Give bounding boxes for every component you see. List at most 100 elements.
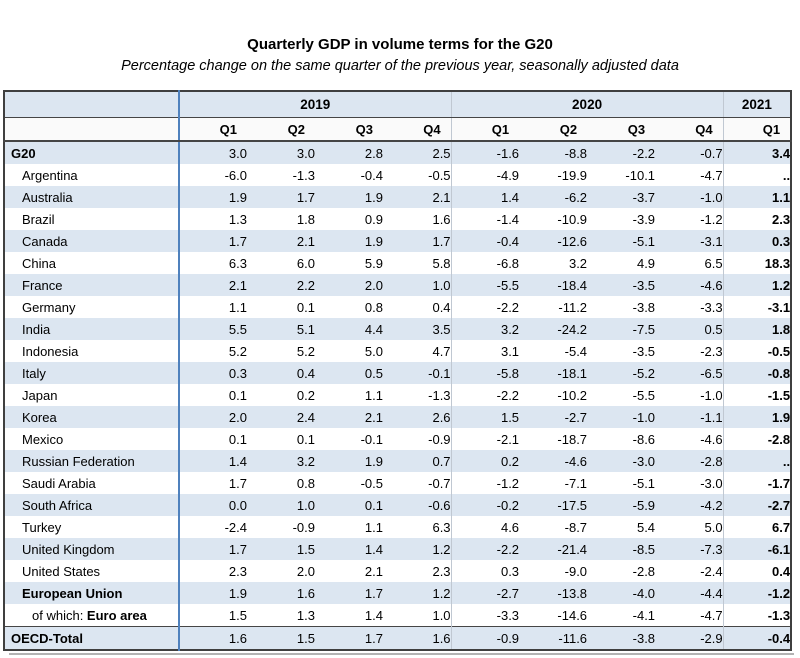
gdp-value: -2.8 [587, 560, 656, 582]
gdp-value: .. [722, 450, 792, 472]
gdp-value: 1.1 [178, 296, 247, 318]
gdp-value: 0.8 [247, 472, 315, 494]
gdp-value: 1.5 [247, 538, 315, 560]
gdp-value: 1.4 [178, 450, 247, 472]
gdp-value: -5.5 [450, 274, 520, 296]
table-row: European Union 1.9 1.6 1.7 1.2 -2.7 -13.8 -4.0-… [4, 582, 792, 604]
gdp-value: 1.9 [178, 186, 247, 208]
table-row: Mexico 0.1 0.1 -0.1 -0.9 -2.1 -18.7 -8.6 -4.6 -2.… [4, 428, 792, 450]
gdp-value: -2.2 [587, 141, 656, 164]
gdp-value: -8.7 [519, 516, 588, 538]
row-label: India [4, 318, 179, 340]
gdp-value: -0.5 [722, 340, 792, 362]
gdp-value: -18.7 [519, 428, 588, 450]
table-row: Russian Federation 1.4 3.2 1.9 0.7 0.2 -4.6 -3.… [4, 450, 792, 472]
gdp-value: -13.8 [519, 582, 588, 604]
gdp-value: 4.7 [383, 340, 452, 362]
table-row: South Africa 0.0 1.0 0.1 -0.6 -0.2 -17.5 -5.9 -4… [4, 494, 792, 516]
gdp-value: 2.3 [383, 560, 452, 582]
row-label: OECD-Total [4, 626, 179, 650]
table-row: Germany 1.1 0.1 0.8 0.4 -2.2 -11.2 -3.8 -3.3 -3.1 [4, 296, 792, 318]
gdp-value: -5.2 [587, 362, 656, 384]
row-label: of which: Euro area [4, 604, 179, 627]
gdp-value: -9.0 [519, 560, 588, 582]
gdp-value: 1.7 [383, 230, 452, 252]
gdp-value: -0.9 [383, 428, 452, 450]
gdp-value: -0.9 [450, 626, 520, 650]
gdp-value: 0.1 [247, 296, 315, 318]
row-label: Saudi Arabia [4, 472, 179, 494]
row-label: Australia [4, 186, 179, 208]
gdp-value: -3.3 [450, 604, 520, 627]
gdp-value: -11.6 [519, 626, 588, 650]
gdp-value: -19.9 [519, 164, 588, 186]
gdp-value: 0.5 [655, 318, 724, 340]
gdp-value: 0.4 [722, 560, 792, 582]
gdp-value: 1.7 [315, 626, 383, 650]
gdp-value: -6.8 [450, 252, 520, 274]
gdp-value: 3.2 [519, 252, 588, 274]
gdp-value: 0.5 [315, 362, 383, 384]
gdp-value: 1.7 [178, 230, 247, 252]
table-row: Indonesia 5.2 5.2 5.0 4.7 3.1 -5.4 -3.5 -2.3 -0.5 [4, 340, 792, 362]
row-label: European Union [4, 582, 179, 604]
gdp-value: 5.2 [178, 340, 247, 362]
gdp-value: -2.2 [450, 384, 520, 406]
year-header: 2020 [450, 91, 724, 118]
gdp-value: -1.3 [722, 604, 792, 627]
gdp-value: -5.8 [450, 362, 520, 384]
gdp-value: -0.1 [315, 428, 383, 450]
gdp-value: 0.3 [450, 560, 520, 582]
gdp-value: 1.6 [383, 626, 452, 650]
table-row: OECD-Total 1.6 1.5 1.7 1.6 -0.9 -11.6 -3.8 -2.9-… [4, 626, 792, 650]
row-label: France [4, 274, 179, 296]
gdp-value: 5.5 [178, 318, 247, 340]
row-label: Mexico [4, 428, 179, 450]
gdp-value: -0.8 [722, 362, 792, 384]
gdp-value: -8.6 [587, 428, 656, 450]
quarter-header: Q1 [450, 117, 520, 142]
row-label: Indonesia [4, 340, 179, 362]
gdp-value: 0.1 [178, 384, 247, 406]
gdp-value: 2.1 [247, 230, 315, 252]
gdp-value: -6.2 [519, 186, 588, 208]
gdp-value: -0.9 [247, 516, 315, 538]
gdp-value: -1.3 [247, 164, 315, 186]
gdp-value: -0.2 [450, 494, 520, 516]
gdp-value: 2.0 [315, 274, 383, 296]
gdp-value: -1.1 [655, 406, 724, 428]
row-label: United Kingdom [4, 538, 179, 560]
gdp-value: 2.1 [315, 560, 383, 582]
gdp-value: -4.6 [655, 428, 724, 450]
gdp-value: 0.4 [247, 362, 315, 384]
gdp-value: -10.9 [519, 208, 588, 230]
gdp-value: 2.6 [383, 406, 452, 428]
row-label: Korea [4, 406, 179, 428]
table-row: France 2.1 2.2 2.0 1.0 -5.5 -18.4 -3.5 -4.6 1.2 [4, 274, 792, 296]
gdp-value: -10.1 [587, 164, 656, 186]
gdp-value: -7.3 [655, 538, 724, 560]
gdp-value: -3.1 [655, 230, 724, 252]
gdp-value: 1.6 [178, 626, 247, 650]
gdp-value: -2.2 [450, 296, 520, 318]
gdp-value: -0.7 [383, 472, 452, 494]
quarter-header: Q2 [247, 117, 315, 142]
gdp-value: -2.8 [722, 428, 792, 450]
gdp-value: 1.7 [178, 538, 247, 560]
gdp-value: -3.0 [587, 450, 656, 472]
gdp-value: -2.7 [450, 582, 520, 604]
gdp-value: 0.0 [178, 494, 247, 516]
table-row: Australia 1.9 1.7 1.9 2.1 1.4 -6.2 -3.7 -1.0 1.1 [4, 186, 792, 208]
corner-cell [4, 91, 179, 118]
gdp-value: 1.7 [315, 582, 383, 604]
gdp-value: 0.4 [383, 296, 452, 318]
gdp-value: 1.0 [247, 494, 315, 516]
gdp-value: 1.3 [178, 208, 247, 230]
gdp-value: -3.0 [655, 472, 724, 494]
gdp-value: 1.9 [315, 450, 383, 472]
gdp-value: -1.2 [722, 582, 792, 604]
table-row: Argentina -6.0 -1.3 -0.4 -0.5 -4.9 -19.9 -10.1-… [4, 164, 792, 186]
gdp-value: -3.7 [587, 186, 656, 208]
gdp-value: 6.7 [722, 516, 792, 538]
